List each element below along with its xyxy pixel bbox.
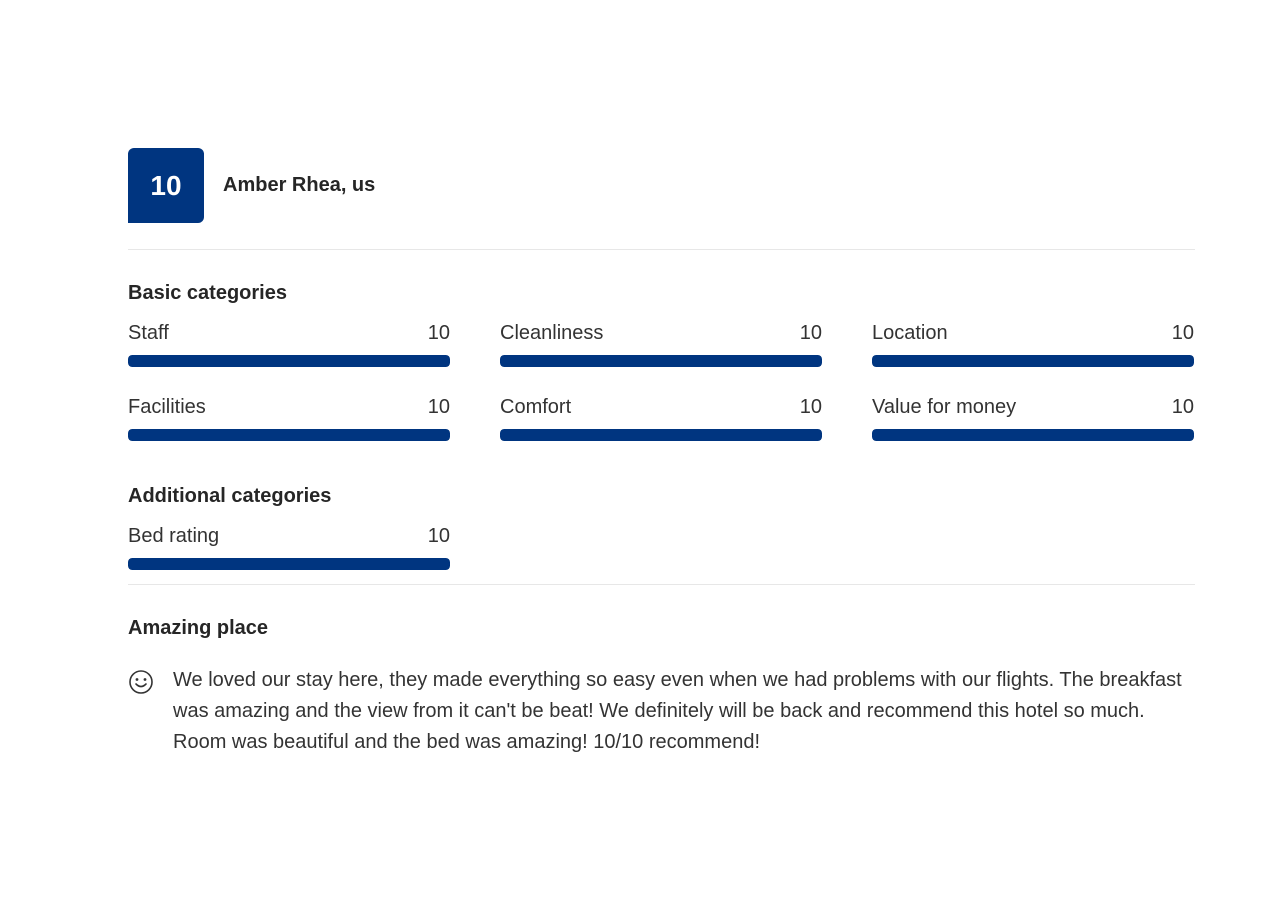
category-label: Staff	[128, 322, 169, 344]
category-bar-fill	[872, 355, 1194, 367]
category-score: 10	[1171, 322, 1194, 344]
review-text: We loved our stay here, they made everyt…	[173, 669, 1182, 753]
category-label: Comfort	[500, 396, 572, 418]
category-bar	[128, 429, 450, 441]
category-score: 10	[427, 322, 450, 344]
category-comfort: Comfort 10	[500, 395, 822, 441]
category-label: Bed rating	[128, 525, 220, 547]
category-bar-fill	[872, 429, 1194, 441]
category-score: 10	[799, 322, 822, 344]
category-label: Cleanliness	[500, 322, 604, 344]
category-facilities: Facilities 10	[128, 395, 450, 441]
category-bar	[500, 355, 822, 367]
category-bar-fill	[128, 355, 450, 367]
category-score: 10	[799, 396, 822, 418]
category-score: 10	[427, 525, 450, 547]
header-divider	[128, 249, 1195, 250]
category-location: Location 10	[872, 321, 1194, 367]
category-staff: Staff 10	[128, 321, 450, 367]
smile-icon	[128, 669, 154, 695]
score-badge: 10	[128, 148, 204, 223]
category-bar-fill	[128, 558, 450, 570]
additional-categories-title: Additional categories	[128, 485, 332, 507]
review-positive: We loved our stay here, they made everyt…	[128, 668, 1195, 758]
category-value-for-money: Value for money 10	[872, 395, 1194, 441]
category-score: 10	[1171, 396, 1194, 418]
category-bar	[872, 355, 1194, 367]
additional-categories-grid: Bed rating 10	[128, 524, 1195, 570]
category-cleanliness: Cleanliness 10	[500, 321, 822, 367]
review-title: Amazing place	[128, 617, 269, 639]
category-bar	[872, 429, 1194, 441]
category-label: Location	[872, 322, 948, 344]
category-score: 10	[427, 396, 450, 418]
category-bar	[500, 429, 822, 441]
category-bar-fill	[500, 355, 822, 367]
categories-divider	[128, 584, 1195, 585]
category-bar	[128, 558, 450, 570]
reviewer-name: Amber Rhea, us	[223, 174, 376, 196]
category-label: Facilities	[128, 396, 206, 418]
review-card: 10 Amber Rhea, us Basic categories Staff…	[128, 148, 1195, 758]
basic-categories-title: Basic categories	[128, 282, 287, 304]
category-bed-rating: Bed rating 10	[128, 524, 450, 570]
category-bar-fill	[500, 429, 822, 441]
review-header: 10 Amber Rhea, us	[128, 148, 1195, 223]
basic-categories-grid: Staff 10 Cleanliness 10 Location 10	[128, 321, 1195, 441]
category-label: Value for money	[872, 396, 1017, 418]
category-bar	[128, 355, 450, 367]
category-bar-fill	[128, 429, 450, 441]
